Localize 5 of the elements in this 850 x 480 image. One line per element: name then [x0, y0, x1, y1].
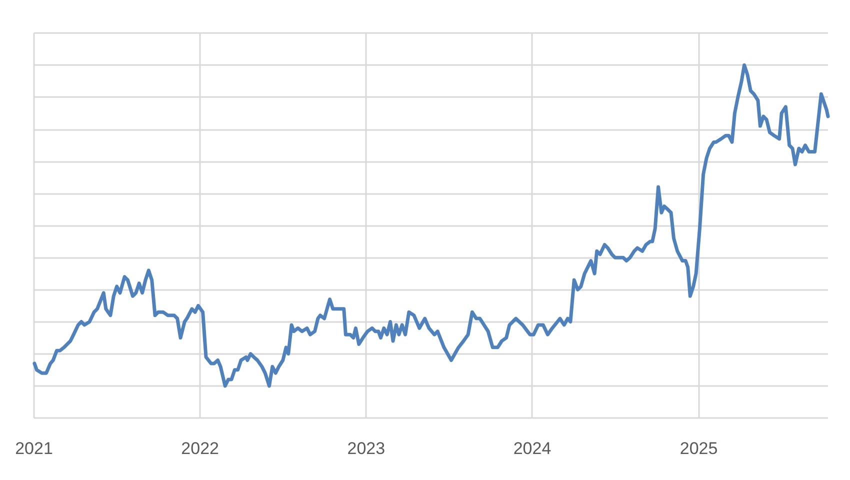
x-tick-label: 2025 — [680, 439, 718, 458]
x-tick-label: 2021 — [15, 439, 53, 458]
x-tick-label: 2024 — [513, 439, 552, 458]
x-tick-label: 2022 — [181, 439, 219, 458]
x-tick-label: 2023 — [347, 439, 386, 458]
